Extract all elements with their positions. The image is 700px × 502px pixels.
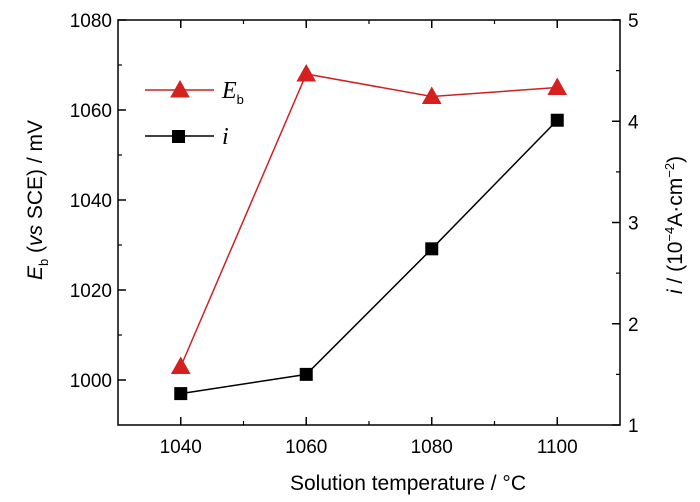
y-axis-left-title: Eb (vs SCE) / mV <box>24 120 51 280</box>
y-left-tick-label: 1020 <box>70 281 112 302</box>
legend-eb-label: Eb <box>221 78 244 107</box>
plot-frame <box>117 19 621 426</box>
legend-eb-marker <box>170 79 190 98</box>
x-tick-label: 1080 <box>411 437 453 458</box>
data-point-eb <box>421 86 442 104</box>
x-tick-label: 1060 <box>285 437 327 458</box>
series-line-eb <box>180 73 558 367</box>
data-point-eb <box>547 77 568 95</box>
data-point-eb <box>296 63 317 82</box>
data-point-i <box>174 387 188 401</box>
series-line-i <box>180 119 558 395</box>
x-tick-label: 1040 <box>160 437 202 458</box>
legend: Eb i <box>145 78 244 150</box>
y-left-tick-label: 1080 <box>70 11 112 32</box>
series-markers <box>170 63 568 401</box>
y-left-tick-label: 1000 <box>70 371 112 392</box>
y-left-tick-label: 1060 <box>70 101 112 122</box>
y-right-tick-label: 2 <box>628 315 639 336</box>
legend-i-marker <box>172 130 185 143</box>
y-right-tick-label: 5 <box>628 11 639 32</box>
x-tick-label: 1100 <box>537 437 578 458</box>
y-right-tick-label: 1 <box>628 416 639 437</box>
y-left-tick-label: 1040 <box>70 191 112 212</box>
data-point-i <box>550 113 564 127</box>
data-point-i <box>299 367 313 381</box>
data-point-i <box>425 242 439 256</box>
y-right-tick-label: 3 <box>628 214 639 235</box>
x-axis-title: Solution temperature / °C <box>290 472 526 495</box>
axes: 1040 1060 1080 1100 1000 1020 1040 1060 1080 1 2 3 4… <box>70 11 639 458</box>
series-lines <box>180 73 558 395</box>
y-axis-right-title: i / (10−4A·cm−2) <box>662 156 687 294</box>
y-right-tick-label: 4 <box>628 112 639 133</box>
data-point-eb <box>170 356 191 374</box>
legend-i-label: i <box>222 124 229 150</box>
